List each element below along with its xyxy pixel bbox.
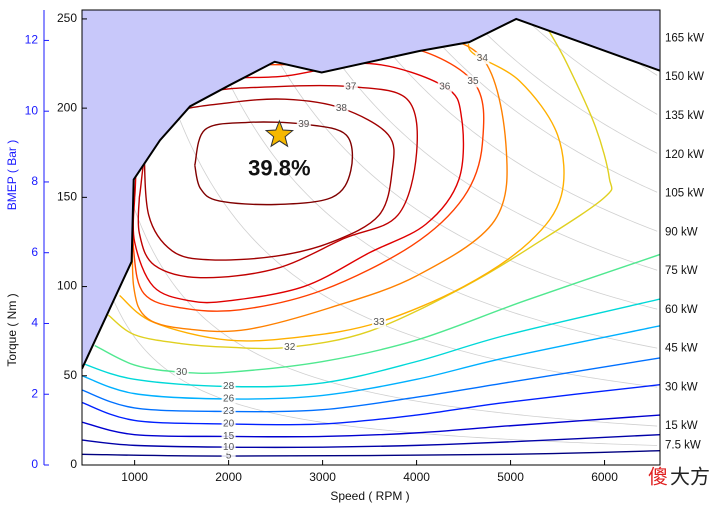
power-tick-label: 135 kW <box>665 110 704 122</box>
y-tick-label: 200 <box>57 100 77 114</box>
y2-tick-label: 2 <box>31 386 38 400</box>
contour-label: 36 <box>439 81 451 92</box>
power-tick-label: 90 kW <box>665 226 698 238</box>
contour-label: 37 <box>345 81 357 92</box>
y2-axis-title: BMEP ( Bar ) <box>5 140 19 210</box>
contour-label: 23 <box>223 406 235 417</box>
x-tick-label: 1000 <box>121 470 148 484</box>
y-tick-label: 0 <box>70 457 77 471</box>
power-tick-label: 7.5 kW <box>665 440 701 452</box>
contour-label-bg <box>221 417 236 430</box>
contour-label: 5 <box>226 451 232 462</box>
contour-label: 32 <box>284 342 296 353</box>
power-tick-label: 75 kW <box>665 265 698 277</box>
y2-tick-label: 8 <box>31 174 38 188</box>
contour-label-bg <box>221 441 236 454</box>
iso-power-line <box>251 10 658 310</box>
power-tick-label: 105 kW <box>665 188 704 200</box>
y-tick-label: 100 <box>57 279 77 293</box>
contour-label-bg <box>296 118 311 131</box>
contour-label-bg <box>174 366 189 379</box>
iso-power-line <box>515 10 658 115</box>
contour-label-bg <box>465 75 480 88</box>
peak-marker <box>264 119 295 148</box>
contour-line <box>82 357 660 413</box>
contour-label-bg <box>334 102 349 115</box>
plot-frame <box>81 9 661 466</box>
contour-line <box>94 253 660 375</box>
iso-power-line <box>198 10 658 349</box>
x-tick-label: 2000 <box>215 470 242 484</box>
iso-power-line <box>304 10 658 271</box>
power-tick-label: 15 kW <box>665 420 698 432</box>
x-tick-label: 6000 <box>591 470 618 484</box>
power-tick-label: 150 kW <box>665 71 704 83</box>
contour-label: 39 <box>298 119 310 130</box>
y-tick-label: 150 <box>57 190 77 204</box>
contour-label-bg <box>371 316 386 329</box>
contour-label-bg <box>282 341 297 354</box>
contour-label: 35 <box>467 76 479 87</box>
contour-line <box>82 298 660 388</box>
contour-label: 30 <box>176 367 188 378</box>
iso-power-line <box>93 10 658 427</box>
y-tick-label: 50 <box>64 368 78 382</box>
y2-tick-label: 0 <box>31 457 38 471</box>
contour-label-bg <box>437 80 452 93</box>
contour-line <box>82 450 660 457</box>
x-tick-label: 4000 <box>403 470 430 484</box>
contour-line <box>194 121 354 206</box>
contour-label: 33 <box>373 317 385 328</box>
contour-line <box>82 384 660 426</box>
y-axis-title: Torque ( Nm ) <box>5 293 19 366</box>
contour-label-bg <box>343 80 358 93</box>
contour-label: 38 <box>336 103 348 114</box>
x-axis-title: Speed ( RPM ) <box>330 489 409 503</box>
contour-label: 26 <box>223 394 235 405</box>
iso-power-line <box>462 10 658 154</box>
iso-power-line <box>409 10 658 193</box>
y2-tick-label: 10 <box>25 103 39 117</box>
watermark: 傻 <box>648 465 668 488</box>
contour-label-bg <box>221 380 236 393</box>
contour-label: 20 <box>223 419 235 430</box>
contour-label-bg <box>221 392 236 405</box>
infeasible-region <box>82 10 660 369</box>
contour-line <box>82 325 660 400</box>
contour-line <box>143 98 395 261</box>
contour-label: 34 <box>477 53 489 64</box>
contour-label-bg <box>221 405 236 418</box>
power-tick-label: 45 kW <box>665 343 698 355</box>
y2-tick-label: 4 <box>31 316 38 330</box>
power-tick-label: 30 kW <box>665 381 698 393</box>
contour-line <box>82 433 660 449</box>
power-tick-label: 165 kW <box>665 32 704 44</box>
y2-tick-label: 12 <box>25 33 39 47</box>
x-tick-label: 5000 <box>497 470 524 484</box>
contour-line <box>82 414 660 438</box>
power-tick-label: 60 kW <box>665 304 698 316</box>
peak-label: 39.8% <box>248 156 310 181</box>
power-tick-label: 120 kW <box>665 149 704 161</box>
contour-label-bg <box>221 430 236 443</box>
contour-label: 28 <box>223 381 235 392</box>
max-torque-line <box>82 17 660 370</box>
contour-line <box>119 43 565 342</box>
contour-label: 10 <box>223 442 235 453</box>
watermark: 大方 <box>670 465 710 488</box>
y2-tick-label: 6 <box>31 245 38 259</box>
contour-label-bg <box>475 52 490 65</box>
y-tick-label: 250 <box>57 11 77 25</box>
contour-label: 15 <box>223 431 235 442</box>
x-tick-label: 3000 <box>309 470 336 484</box>
